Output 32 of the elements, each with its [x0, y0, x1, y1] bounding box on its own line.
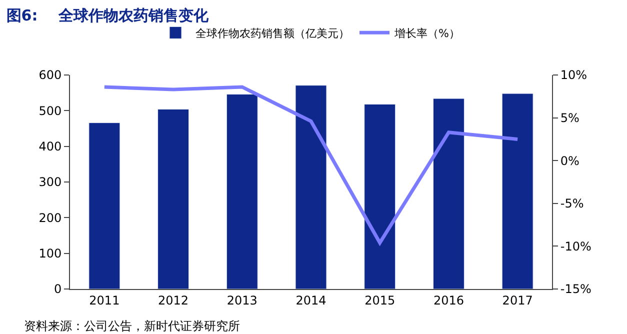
y2-tick-label: -5%: [560, 196, 584, 211]
y-tick-label: 0: [54, 282, 62, 296]
x-tick-label: 2014: [296, 293, 326, 308]
x-tick-label: 2011: [89, 293, 120, 308]
x-tick-label: 2015: [364, 293, 396, 308]
y-tick-label: 400: [38, 140, 62, 154]
y-tick-label: 500: [38, 104, 62, 118]
legend-label: 增长率（%）: [394, 26, 460, 40]
y-tick-label: 300: [38, 175, 62, 190]
chart-title: 图6: 全球作物农药销售变化: [6, 6, 210, 25]
bar: [226, 94, 258, 289]
y-tick-label: 200: [38, 210, 62, 225]
bar: [88, 122, 120, 289]
x-tick-label: 2012: [158, 293, 189, 308]
y2-tick-label: -15%: [560, 282, 592, 296]
bar: [295, 85, 327, 289]
x-tick-label: 2016: [433, 293, 464, 308]
y-tick-label: 600: [38, 68, 62, 82]
y2-tick-label: -10%: [560, 239, 592, 254]
y-tick-label: 100: [38, 246, 62, 261]
legend-label: 全球作物农药销售额（亿美元）: [196, 26, 350, 40]
bar: [502, 93, 534, 289]
x-tick-label: 2017: [502, 293, 533, 308]
text: 资料来源：公司公告，新时代证券研究所: [24, 319, 240, 333]
x-tick-label: 2013: [226, 293, 258, 308]
y2-tick-label: 5%: [560, 111, 580, 125]
line-series: [102, 85, 520, 245]
y2-tick-label: 10%: [560, 68, 588, 82]
bar: [158, 108, 190, 289]
bar: [364, 104, 396, 289]
bar: [432, 98, 464, 289]
y2-tick-label: 0%: [560, 154, 580, 168]
